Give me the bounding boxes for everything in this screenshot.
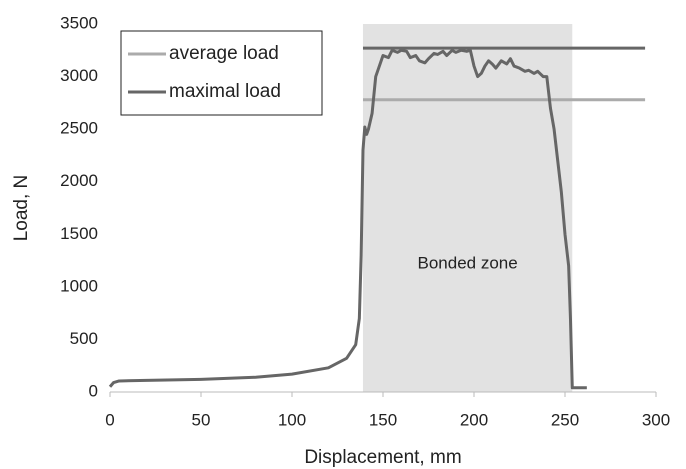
y-tick-label: 500	[70, 329, 98, 348]
data-line	[108, 48, 587, 390]
x-tick-label: 200	[460, 410, 488, 429]
region-label: Bonded zone	[418, 253, 518, 272]
y-tick-label: 0	[89, 381, 98, 400]
legend-label: average load	[169, 43, 279, 64]
shaded-region	[362, 24, 573, 392]
legend-box	[120, 30, 323, 116]
x-tick-label: 0	[105, 410, 114, 429]
x-tick-label: 50	[192, 410, 211, 429]
x-axis-label: Displacement, mm	[304, 447, 461, 468]
x-tick-label: 250	[551, 410, 579, 429]
y-tick-label: 3000	[60, 66, 98, 85]
y-tick-label: 2500	[60, 119, 98, 138]
y-tick-label: 2000	[60, 171, 98, 190]
legend-label: maximal load	[169, 81, 281, 102]
x-tick-label: 150	[369, 410, 397, 429]
y-tick-label: 1500	[60, 224, 98, 243]
y-tick-label: 3500	[60, 13, 98, 32]
y-tick-label: 1000	[60, 276, 98, 295]
x-tick-label: 100	[278, 410, 306, 429]
x-tick-label: 300	[642, 410, 670, 429]
y-axis-label: Load, N	[11, 175, 32, 242]
